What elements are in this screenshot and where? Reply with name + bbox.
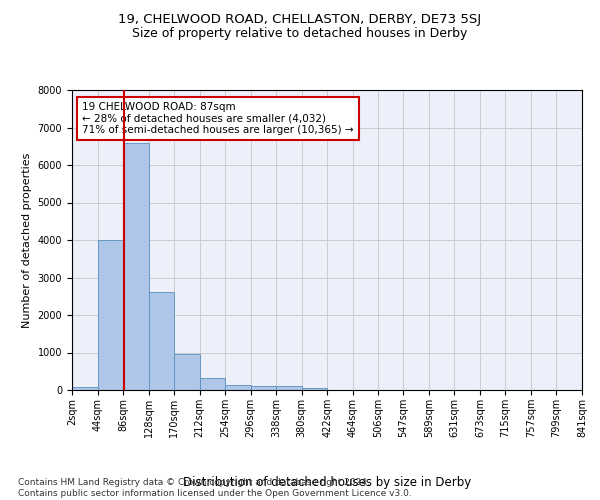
Text: 19, CHELWOOD ROAD, CHELLASTON, DERBY, DE73 5SJ: 19, CHELWOOD ROAD, CHELLASTON, DERBY, DE… — [118, 12, 482, 26]
Text: Contains HM Land Registry data © Crown copyright and database right 2024.
Contai: Contains HM Land Registry data © Crown c… — [18, 478, 412, 498]
Bar — [149, 292, 174, 390]
Text: 19 CHELWOOD ROAD: 87sqm
← 28% of detached houses are smaller (4,032)
71% of semi: 19 CHELWOOD ROAD: 87sqm ← 28% of detache… — [82, 102, 354, 135]
X-axis label: Distribution of detached houses by size in Derby: Distribution of detached houses by size … — [183, 476, 471, 489]
Bar — [98, 240, 123, 390]
Bar — [200, 378, 225, 390]
Bar — [225, 385, 251, 390]
Bar — [251, 386, 276, 390]
Bar — [302, 388, 328, 390]
Bar — [72, 387, 98, 390]
Text: Size of property relative to detached houses in Derby: Size of property relative to detached ho… — [133, 28, 467, 40]
Y-axis label: Number of detached properties: Number of detached properties — [22, 152, 32, 328]
Bar — [123, 143, 149, 390]
Bar — [276, 386, 302, 390]
Bar — [174, 354, 200, 390]
